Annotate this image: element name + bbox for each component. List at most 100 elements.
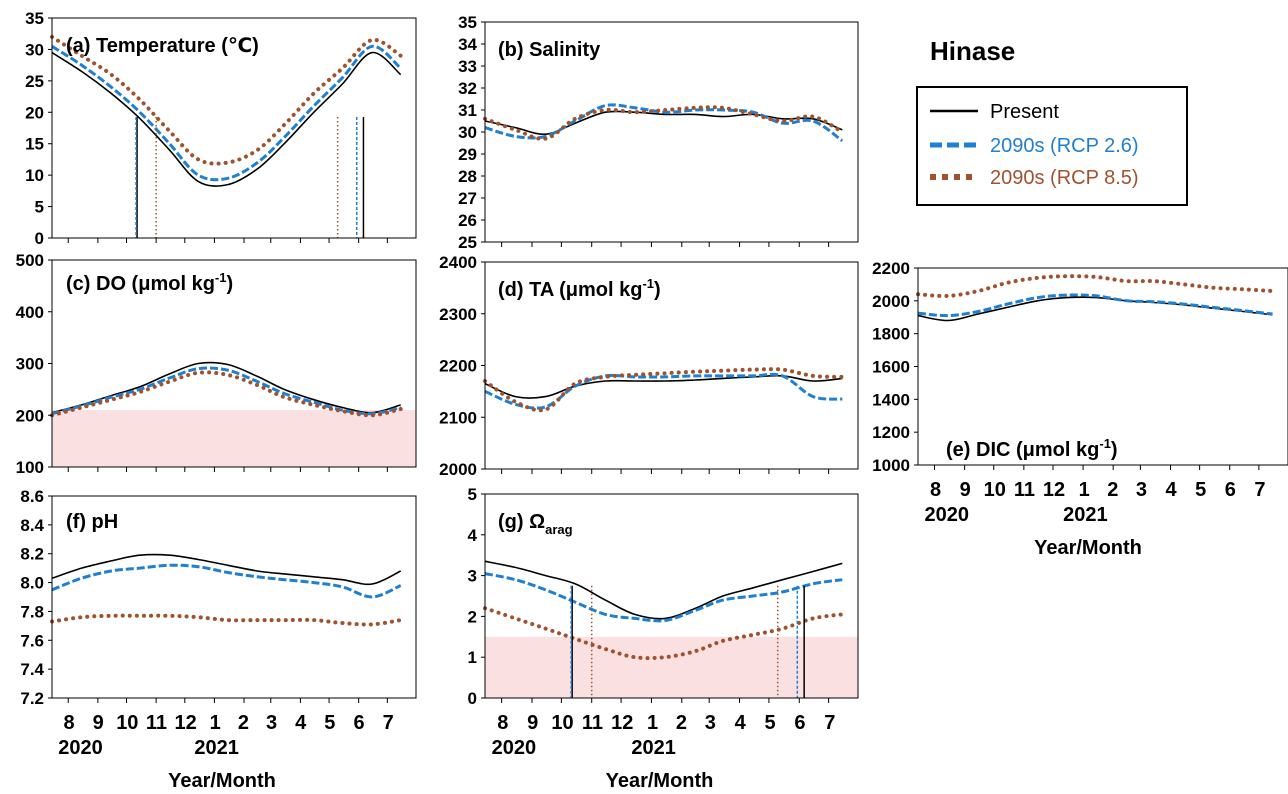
ytick-label-g-5: 5 (468, 485, 477, 504)
month-label-f-7: 3 (266, 712, 277, 734)
panel-b: 25 26 27 28 29 30 31 32 33 34 35 (b) Salinity (458, 13, 859, 252)
series-rcp26-g (484, 572, 843, 623)
xlabel-g: Year/Month (606, 770, 714, 792)
month-label-e-5: 1 (1079, 479, 1090, 501)
month-label-e-11: 7 (1254, 479, 1265, 501)
ytick-label-d-3: 2300 (439, 305, 477, 324)
panel-title-e: (e) DIC (μmol kg-1) (946, 436, 1118, 461)
ytick-label-e-4: 1800 (872, 325, 910, 344)
ytick-label-c-4: 500 (16, 251, 44, 270)
month-label-f-11: 7 (383, 712, 394, 734)
month-label-f-1: 9 (93, 712, 104, 734)
ytick-label-f-4: 8.0 (20, 574, 44, 593)
series-rcp26-a (51, 44, 402, 182)
month-label-g-7: 3 (705, 712, 716, 734)
month-label-e-8: 4 (1165, 479, 1177, 501)
month-label-g-10: 6 (794, 712, 805, 734)
month-label-f-9: 5 (324, 712, 335, 734)
series-present-g (484, 560, 843, 620)
ytick-label-e-3: 1600 (872, 358, 910, 377)
month-label-e-7: 3 (1136, 479, 1147, 501)
month-label-g-8: 4 (735, 712, 747, 734)
panel-d: 2000 2100 2200 2300 2400 (d) TA (μmol kg-1) (439, 253, 859, 479)
panel-title-d: (d) TA (μmol kg-1) (498, 276, 661, 301)
month-label-e-10: 6 (1225, 479, 1236, 501)
series-rcp26-f (51, 563, 402, 599)
plot-frame-f (51, 495, 417, 699)
ytick-label-a-0: 0 (35, 229, 44, 248)
month-label-g-9: 5 (765, 712, 776, 734)
legend-label-present: Present (990, 101, 1059, 123)
month-label-f-4: 12 (174, 712, 196, 734)
series-present-b (484, 110, 843, 136)
ytick-label-b-2: 27 (458, 189, 477, 208)
ytick-label-a-3: 15 (25, 135, 44, 154)
month-label-f-2: 10 (116, 712, 138, 734)
series-rcp85-g (483, 606, 845, 661)
series-rcp26-e (917, 293, 1273, 318)
year-label-e-0: 2020 (925, 504, 970, 526)
month-label-g-3: 11 (582, 712, 603, 734)
ytick-label-e-6: 2200 (872, 259, 910, 278)
month-label-g-5: 1 (647, 712, 658, 734)
series-rcp85-b (483, 105, 845, 141)
panel-c: 100 200 300 400 500 (c) DO (μmol kg-1) (16, 251, 417, 477)
month-label-e-6: 2 (1107, 479, 1118, 501)
panel-title-a: (a) Temperature (℃) (66, 35, 259, 57)
ytick-label-b-10: 35 (458, 13, 477, 32)
ytick-label-g-4: 4 (468, 526, 478, 545)
month-label-e-2: 10 (984, 479, 1006, 501)
legend: Present 2090s (RCP 2.6) 2090s (RCP 8.5) (916, 86, 1188, 206)
series-rcp26-c (51, 366, 402, 416)
series-rcp85-e (916, 274, 1275, 299)
ytick-label-a-4: 20 (25, 103, 44, 122)
threshold-band-g (485, 636, 858, 698)
ytick-label-b-6: 31 (458, 101, 477, 120)
ytick-label-g-2: 2 (468, 607, 477, 626)
ytick-label-b-1: 26 (458, 211, 477, 230)
series-rcp26-d (484, 372, 843, 410)
month-label-g-1: 9 (527, 712, 538, 734)
ytick-label-d-4: 2400 (439, 253, 477, 272)
ytick-label-f-5: 8.2 (20, 545, 44, 564)
panel-title-f: (f) pH (66, 511, 118, 533)
ytick-label-b-7: 32 (458, 79, 477, 98)
xlabel-f: Year/Month (168, 770, 276, 792)
ytick-label-b-0: 25 (458, 233, 477, 252)
ytick-label-a-1: 5 (35, 198, 44, 217)
ytick-label-c-0: 100 (16, 458, 44, 477)
series-rcp85-f (50, 613, 403, 627)
month-label-g-2: 10 (551, 712, 573, 734)
threshold-band-c (52, 410, 416, 467)
month-label-e-9: 5 (1195, 479, 1206, 501)
ytick-label-f-3: 7.8 (20, 602, 44, 621)
ytick-label-b-9: 34 (458, 35, 477, 54)
panel-title-b: (b) Salinity (498, 39, 601, 61)
plot-frame-a (51, 17, 417, 239)
month-label-f-5: 1 (210, 712, 221, 734)
ytick-label-e-5: 2000 (872, 292, 910, 311)
ytick-label-f-7: 8.6 (20, 487, 44, 506)
year-label-g-1: 2021 (631, 737, 676, 759)
ytick-label-a-2: 10 (25, 166, 44, 185)
month-label-f-10: 6 (353, 712, 364, 734)
ytick-label-b-8: 33 (458, 57, 477, 76)
month-label-f-6: 2 (238, 712, 249, 734)
plot-frame-g (484, 493, 859, 699)
series-rcp26-b (484, 103, 844, 143)
series-present-a (51, 51, 402, 187)
month-label-f-8: 4 (295, 712, 307, 734)
month-label-f-3: 11 (146, 712, 167, 734)
month-label-g-11: 7 (824, 712, 835, 734)
month-label-e-0: 8 (930, 479, 941, 501)
year-label-g-0: 2020 (492, 737, 537, 759)
ytick-label-g-0: 0 (468, 689, 477, 708)
panel-a: 0 5 10 15 20 25 30 35 (a) Temperature (℃) (25, 9, 417, 248)
ytick-label-b-5: 30 (458, 123, 477, 142)
ytick-label-d-2: 2200 (439, 357, 477, 376)
ytick-label-f-6: 8.4 (20, 516, 44, 535)
ytick-label-f-2: 7.6 (20, 631, 44, 650)
